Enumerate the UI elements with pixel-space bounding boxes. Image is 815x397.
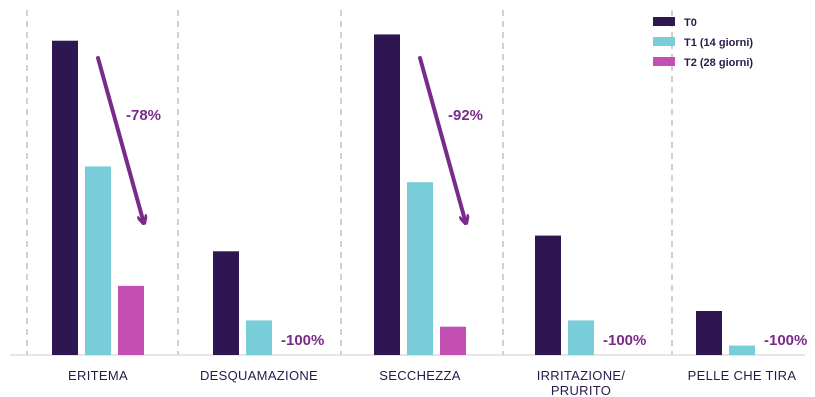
legend-label-2: T2 (28 giorni) xyxy=(684,57,753,69)
percent-change-label: -78% xyxy=(126,107,161,124)
bar-1-0 xyxy=(85,166,111,355)
legend-label-0: T0 xyxy=(684,17,697,29)
bar-1-2 xyxy=(407,182,433,355)
percent-change-label: -92% xyxy=(448,107,483,124)
legend-swatch-1 xyxy=(653,37,675,46)
legend: T0 T1 (14 giorni) T2 (28 giorni) xyxy=(653,17,753,69)
legend-swatch-0 xyxy=(653,17,675,26)
bar-2-2 xyxy=(440,326,466,355)
bar-0-3 xyxy=(535,235,561,355)
category-label: PELLE CHE TIRA xyxy=(688,368,797,383)
category-label: SECCHEZZA xyxy=(379,368,460,383)
bar-0-4 xyxy=(696,311,722,355)
bar-1-3 xyxy=(568,320,594,355)
bar-0-1 xyxy=(213,251,239,355)
percent-change-label: -100% xyxy=(764,332,807,349)
decrease-arrow xyxy=(418,56,465,220)
category-separators xyxy=(26,10,673,355)
decrease-arrow xyxy=(96,56,143,220)
arrows-group xyxy=(96,56,465,220)
bar-1-1 xyxy=(246,320,272,355)
category-label: DESQUAMAZIONE xyxy=(200,368,318,383)
bar-0-0 xyxy=(52,40,78,355)
percent-change-label: -100% xyxy=(603,332,646,349)
category-label: ERITEMA xyxy=(68,368,128,383)
bar-0-2 xyxy=(374,34,400,356)
legend-label-1: T1 (14 giorni) xyxy=(684,37,753,49)
bars-group xyxy=(52,34,755,356)
legend-swatch-2 xyxy=(653,57,675,66)
bar-1-4 xyxy=(729,345,755,355)
category-label: IRRITAZIONE/PRURITO xyxy=(537,368,626,397)
category-labels: ERITEMA DESQUAMAZIONE SECCHEZZA IRRITAZIONE… xyxy=(68,368,796,397)
annotations-group: -78% -100% -92% -100% -100% xyxy=(126,107,807,349)
percent-change-label: -100% xyxy=(281,332,324,349)
bar-2-0 xyxy=(118,285,144,355)
